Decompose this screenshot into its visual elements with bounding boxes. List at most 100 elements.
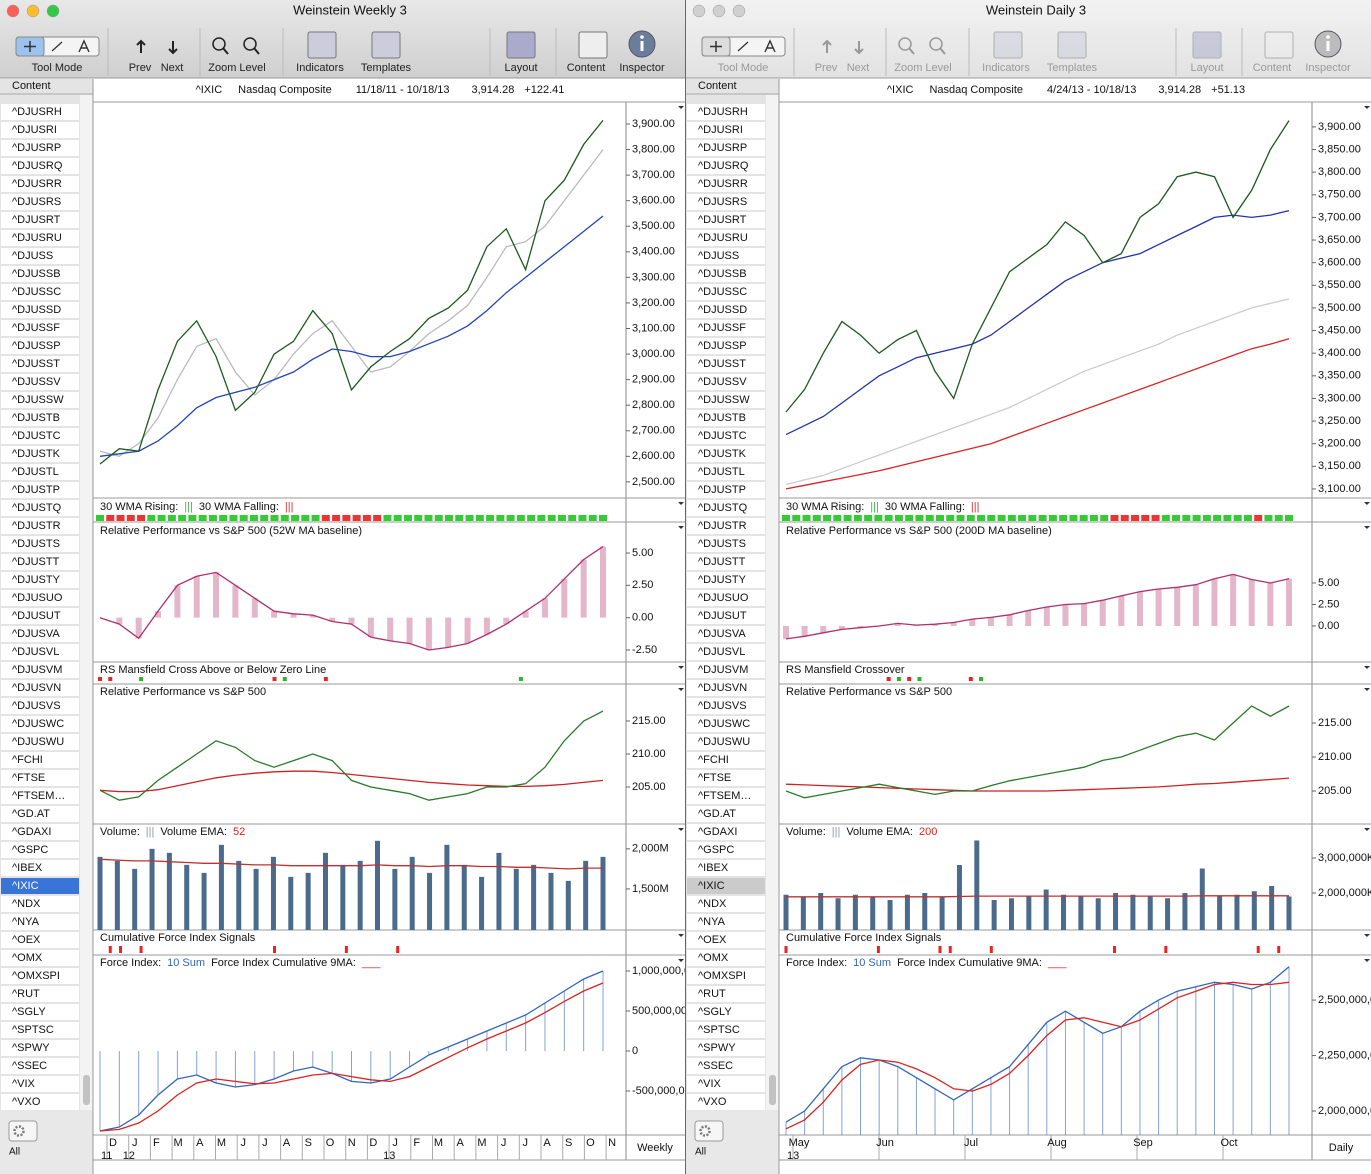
list-row[interactable] [687, 410, 765, 426]
list-row[interactable] [1, 1094, 79, 1110]
list-item[interactable]: ^DJUSTR [12, 520, 61, 532]
list-item[interactable]: ^OEX [12, 934, 41, 946]
toolbar-label[interactable]: Indicators [296, 62, 344, 74]
list-item[interactable]: ^DJUSSW [12, 394, 64, 406]
list-item[interactable]: ^GDAXI [12, 826, 51, 838]
list-row[interactable] [1, 680, 79, 696]
list-item[interactable]: ^DJUSRR [698, 178, 748, 190]
list-item[interactable]: ^IXIC [12, 880, 39, 892]
list-item[interactable]: ^DJUSSF [12, 322, 60, 334]
list-row[interactable] [687, 590, 765, 606]
list-row[interactable] [1, 410, 79, 426]
list-item[interactable]: ^DJUSS [12, 250, 53, 262]
list-item[interactable]: ^SPWY [12, 1042, 50, 1054]
list-row[interactable] [1, 302, 79, 318]
toolbar-label[interactable]: Templates [1047, 62, 1098, 74]
list-row[interactable] [1, 716, 79, 732]
list-item[interactable]: ^RUT [12, 988, 40, 1000]
list-row[interactable] [1, 284, 79, 300]
list-row[interactable] [687, 500, 765, 516]
list-item[interactable]: ^DJUSSC [12, 286, 61, 298]
list-row[interactable] [1, 788, 79, 804]
list-item[interactable]: ^DJUSRP [698, 142, 747, 154]
list-row[interactable] [1, 374, 79, 390]
list-item[interactable]: ^DJUSS [698, 250, 739, 262]
list-row[interactable] [687, 284, 765, 300]
list-row[interactable] [1, 734, 79, 750]
list-item[interactable]: ^FTSEM… [12, 790, 65, 802]
list-item[interactable]: ^DJUSRT [698, 214, 747, 226]
list-item[interactable]: ^DJUSSF [698, 322, 746, 334]
panel-menu-arrow[interactable] [678, 934, 684, 937]
list-item[interactable]: ^DJUSRQ [12, 160, 63, 172]
list-item[interactable]: ^DJUSTT [698, 556, 746, 568]
toolbar-label[interactable]: Templates [361, 62, 412, 74]
list-row[interactable] [687, 680, 765, 696]
list-item[interactable]: ^DJUSSB [12, 268, 61, 280]
list-row[interactable] [1, 1004, 79, 1020]
panel-menu-arrow[interactable] [1364, 526, 1370, 529]
list-item[interactable]: ^DJUSWU [12, 736, 64, 748]
list-row[interactable] [1, 320, 79, 336]
panel-menu-arrow[interactable] [678, 106, 684, 109]
list-row[interactable] [687, 860, 765, 876]
list-item[interactable]: ^NDX [12, 898, 41, 910]
list-row[interactable] [1, 752, 79, 768]
list-item[interactable]: ^DJUSVS [12, 700, 61, 712]
list-row[interactable] [1, 590, 79, 606]
panel-menu-arrow[interactable] [1364, 502, 1370, 505]
toolbar-label[interactable]: Content [567, 62, 606, 74]
list-row[interactable] [687, 986, 765, 1002]
list-row[interactable] [687, 968, 765, 984]
list-item[interactable]: ^FCHI [12, 754, 43, 766]
toolbar-label[interactable]: Prev [129, 62, 152, 74]
list-item[interactable]: ^DJUSSV [12, 376, 61, 388]
list-item[interactable]: ^DJUSRU [12, 232, 62, 244]
list-item[interactable]: ^DJUSTT [12, 556, 60, 568]
list-row[interactable] [687, 752, 765, 768]
list-row[interactable] [687, 374, 765, 390]
list-item[interactable]: ^DJUSWU [698, 736, 750, 748]
toolbar-label[interactable]: Next [847, 62, 870, 74]
list-row[interactable] [687, 788, 765, 804]
list-row[interactable] [687, 320, 765, 336]
panel-menu-arrow[interactable] [678, 688, 684, 691]
list-item[interactable]: ^DJUSTQ [698, 502, 748, 514]
list-item[interactable]: ^DJUSVN [698, 682, 747, 694]
list-row[interactable] [1, 554, 79, 570]
window-button[interactable] [26, 4, 40, 18]
list-row[interactable] [687, 716, 765, 732]
list-item[interactable]: ^DJUSUT [12, 610, 61, 622]
list-row[interactable] [687, 1022, 765, 1038]
list-row[interactable] [687, 266, 765, 282]
list-item[interactable]: ^FTSE [698, 772, 731, 784]
list-item[interactable]: ^DJUSRS [698, 196, 747, 208]
list-item[interactable]: ^OMXSPI [698, 970, 746, 982]
list-item[interactable]: ^SSEC [698, 1060, 733, 1072]
list-row[interactable] [1, 1022, 79, 1038]
list-item[interactable]: ^OMXSPI [12, 970, 60, 982]
list-row[interactable] [687, 464, 765, 480]
list-row[interactable] [687, 356, 765, 372]
sidebar-footer-label[interactable]: All [695, 1147, 706, 1158]
list-item[interactable]: ^IBEX [698, 862, 729, 874]
panel-menu-arrow[interactable] [1364, 688, 1370, 691]
list-row[interactable] [1, 698, 79, 714]
list-item[interactable]: ^NDX [698, 898, 727, 910]
list-row[interactable] [1, 860, 79, 876]
list-item[interactable]: ^DJUSTB [698, 412, 746, 424]
list-item[interactable]: ^DJUSTR [698, 520, 747, 532]
toolbar-label[interactable]: Prev [815, 62, 838, 74]
list-row[interactable] [1, 950, 79, 966]
window-button[interactable] [46, 4, 60, 18]
list-row[interactable] [687, 1094, 765, 1110]
list-item[interactable]: ^DJUSSV [698, 376, 747, 388]
list-row[interactable] [687, 392, 765, 408]
list-row[interactable] [687, 608, 765, 624]
list-item[interactable]: ^DJUSVA [12, 628, 60, 640]
list-row[interactable] [687, 230, 765, 246]
list-row[interactable] [1, 608, 79, 624]
list-row[interactable] [687, 446, 765, 462]
list-item[interactable]: ^VIX [698, 1078, 722, 1090]
list-item[interactable]: ^DJUSTP [12, 484, 60, 496]
